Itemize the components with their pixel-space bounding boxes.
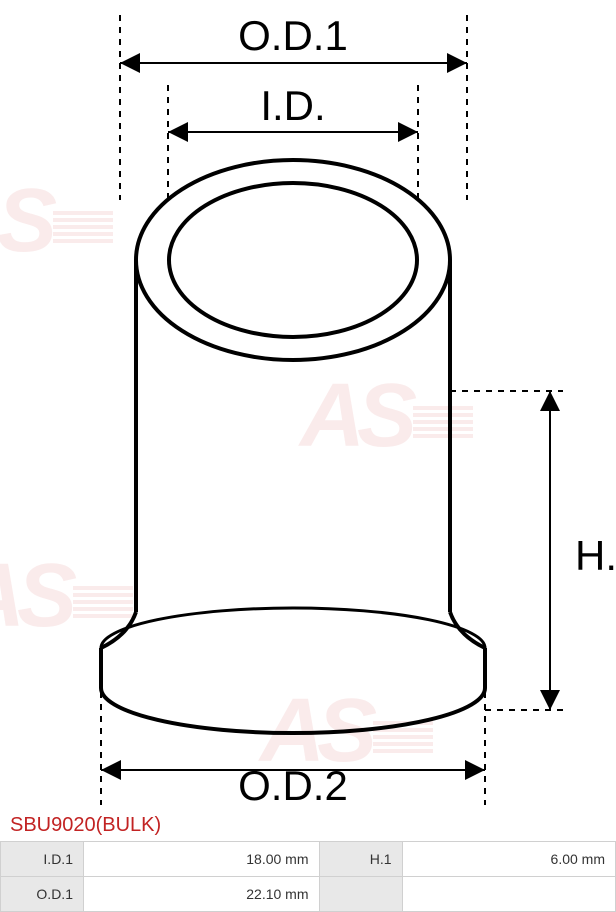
spec-label: I.D.1 bbox=[1, 842, 84, 877]
spec-label: O.D.1 bbox=[1, 877, 84, 912]
id-label: I.D. bbox=[260, 82, 325, 129]
od1-label: O.D.1 bbox=[238, 12, 348, 59]
bushing-diagram: O.D.1 I.D. H. bbox=[0, 0, 616, 810]
spec-table: I.D.1 18.00 mm H.1 6.00 mm O.D.1 22.10 m… bbox=[0, 841, 616, 912]
spec-value: 6.00 mm bbox=[402, 842, 616, 877]
table-row: I.D.1 18.00 mm H.1 6.00 mm bbox=[1, 842, 616, 877]
h-label: H. bbox=[575, 532, 616, 579]
spec-value: 22.10 mm bbox=[84, 877, 320, 912]
spec-value bbox=[402, 877, 616, 912]
table-row: O.D.1 22.10 mm bbox=[1, 877, 616, 912]
spec-label: H.1 bbox=[319, 842, 402, 877]
od2-label: O.D.2 bbox=[238, 762, 348, 809]
spec-value: 18.00 mm bbox=[84, 842, 320, 877]
product-title: SBU9020(BULK) bbox=[0, 810, 616, 841]
diagram-area: AS AS AS AS O.D.1 I.D. bbox=[0, 0, 616, 810]
spec-label bbox=[319, 877, 402, 912]
